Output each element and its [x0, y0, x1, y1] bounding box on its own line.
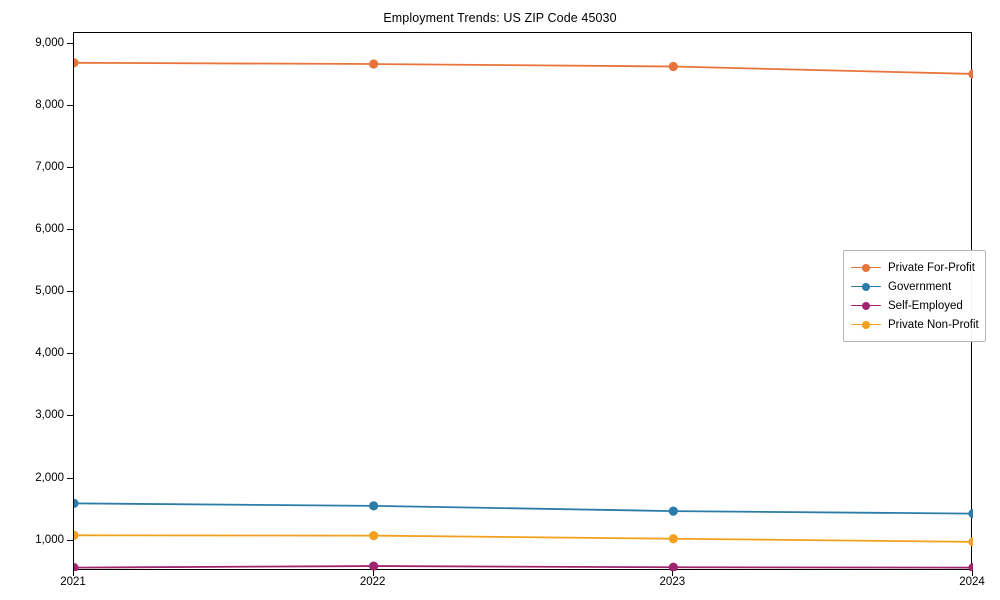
series-line [74, 502, 973, 515]
legend-item[interactable]: Private Non-Profit [851, 315, 979, 334]
y-axis-tick-label: 2,000 [35, 471, 64, 484]
x-axis-tick-label: 2022 [359, 576, 386, 588]
x-axis-tick-mark [372, 570, 374, 576]
data-point [668, 534, 678, 544]
legend-item-label: Government [888, 280, 952, 293]
data-point [369, 561, 379, 571]
data-point [369, 531, 379, 541]
data-point [968, 537, 973, 547]
x-axis-tick-mark [672, 570, 674, 576]
legend-dot-icon [862, 263, 870, 272]
data-point [74, 498, 79, 508]
y-axis-tick-mark [67, 167, 73, 169]
series-line [74, 61, 973, 75]
series-line [74, 534, 973, 543]
data-point [369, 501, 379, 511]
data-point [968, 509, 973, 519]
legend-marker-icon [851, 261, 881, 275]
series-line [74, 565, 973, 569]
y-axis-tick-mark [67, 477, 73, 479]
y-axis-tick-mark [67, 43, 73, 45]
data-point [668, 61, 678, 72]
data-point [74, 58, 79, 68]
y-axis-tick-label: 9,000 [35, 37, 64, 50]
series-private-for-profit [74, 58, 973, 79]
y-axis-tick-label: 1,000 [35, 533, 64, 546]
y-axis-tick-labels: 1,000 2,000 3,000 4,000 5,000 6,000 7,000 8,000… [0, 0, 64, 600]
data-point [968, 562, 973, 571]
data-point [968, 69, 973, 79]
data-point [369, 59, 379, 69]
series-self-employed [74, 561, 973, 571]
legend-dot-icon [862, 301, 870, 310]
y-axis-tick-label: 5,000 [35, 285, 64, 298]
series-private-non-profit [74, 530, 973, 547]
legend-item[interactable]: Private For-Profit [851, 258, 976, 277]
y-axis-tick-label: 7,000 [35, 161, 64, 174]
y-axis-tick-mark [67, 353, 73, 355]
legend-dot-icon [862, 282, 870, 291]
data-point [74, 562, 79, 571]
y-axis-tick-mark [67, 105, 73, 107]
legend-dot-icon [862, 320, 870, 329]
y-axis-tick-mark [67, 229, 73, 231]
legend-item[interactable]: Government [851, 277, 976, 296]
y-axis-tick-label: 4,000 [35, 347, 64, 360]
legend-item-label: Private For-Profit [888, 261, 975, 274]
y-axis-tick-label: 3,000 [35, 409, 64, 422]
series-canvas [74, 58, 973, 571]
y-axis-tick-mark [67, 539, 73, 541]
y-axis-tick-mark [67, 291, 73, 293]
legend-item[interactable]: Self-Employed [851, 296, 976, 315]
series-government [74, 498, 973, 519]
y-axis-tick-label: 6,000 [35, 223, 64, 236]
data-point [74, 530, 79, 540]
legend-item-label: Self-Employed [888, 299, 963, 312]
legend-item-label: Private Non-Profit [888, 318, 979, 331]
x-axis-tick-label: 2024 [959, 576, 985, 588]
x-axis-tick-label: 2021 [60, 576, 86, 588]
x-axis-tick-label: 2023 [659, 576, 686, 588]
y-axis-tick-mark [67, 415, 73, 417]
y-axis-tick-label: 8,000 [35, 99, 64, 112]
chart-legend: Private For-Profit Government Self-Employe… [843, 250, 986, 342]
legend-marker-icon [851, 280, 881, 294]
legend-marker-icon [851, 318, 881, 332]
chart-title: Employment Trends: US ZIP Code 45030 [383, 11, 617, 25]
data-point [668, 506, 678, 516]
plot-area [73, 32, 973, 571]
legend-marker-icon [851, 299, 881, 313]
x-axis-tick-mark [73, 570, 74, 576]
x-axis-tick-mark [972, 570, 973, 576]
data-point [668, 562, 678, 571]
